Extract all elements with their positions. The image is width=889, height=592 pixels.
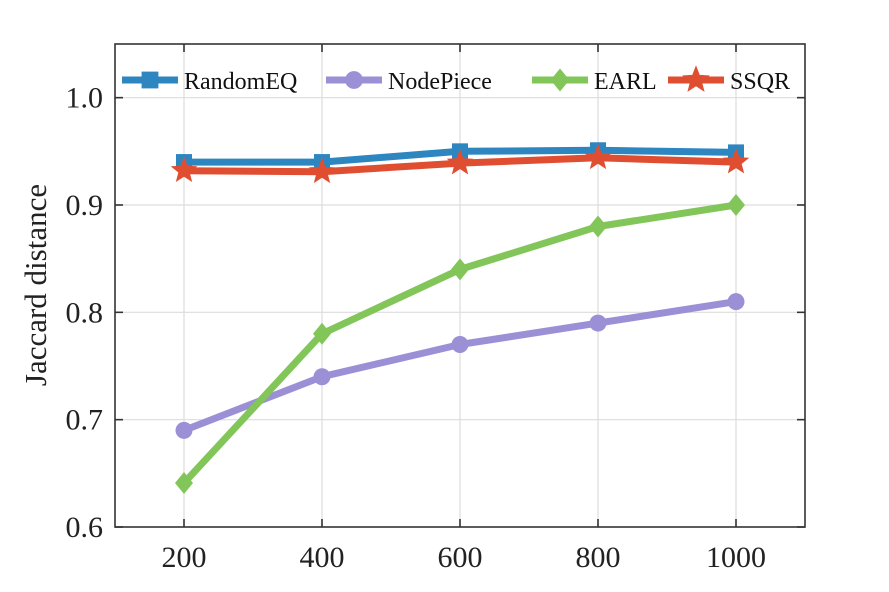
data-point-diamond (589, 215, 607, 238)
data-point-diamond (451, 258, 469, 281)
legend-label: SSQR (730, 69, 790, 95)
axis-ticks: 200 400 600 800 1000 0.6 0.7 0.8 0.9 1.0 (66, 44, 805, 574)
data-point-diamond (727, 194, 745, 216)
x-tick-label: 800 (576, 541, 621, 574)
series-nodepiece (175, 293, 745, 439)
y-tick-label: 0.6 (66, 511, 104, 544)
x-tick-label: 200 (162, 541, 207, 574)
legend-label: RandomEQ (184, 69, 297, 95)
series-layer (170, 142, 750, 494)
legend-label: NodePiece (388, 69, 492, 95)
data-point-star (722, 148, 750, 174)
grid-lines (115, 44, 805, 527)
data-point-diamond (313, 322, 331, 345)
data-point-circle (589, 314, 607, 332)
legend-marker (345, 71, 363, 89)
x-tick-label: 600 (438, 541, 483, 574)
legend-marker (141, 71, 159, 89)
x-tick-label: 1000 (706, 541, 766, 574)
data-point-star (308, 157, 336, 184)
series-ssqr (170, 143, 750, 184)
data-point-circle (313, 368, 331, 386)
legend-label: EARL (594, 69, 657, 95)
legend-item: SSQR (668, 65, 790, 95)
y-tick-label: 0.9 (66, 189, 104, 222)
data-point-star (170, 156, 198, 182)
legend-item: NodePiece (326, 69, 492, 95)
data-point-circle (727, 293, 745, 311)
legend: RandomEQ NodePiece EARL SSQR (122, 65, 790, 95)
y-tick-label: 0.8 (66, 296, 104, 329)
y-tick-label: 1.0 (66, 82, 104, 115)
x-tick-label: 400 (300, 541, 345, 574)
legend-item: RandomEQ (122, 69, 297, 95)
y-tick-label: 0.7 (66, 404, 104, 437)
legend-marker (550, 68, 570, 92)
data-point-diamond (175, 471, 193, 494)
legend-item: EARL (532, 68, 657, 95)
data-point-circle (175, 421, 193, 439)
data-point-circle (451, 336, 469, 354)
series-earl (175, 194, 745, 494)
legend-marker (682, 65, 710, 92)
y-axis-label: Jaccard distance (18, 184, 53, 386)
data-point-star (584, 143, 612, 170)
data-point-star (446, 149, 474, 175)
